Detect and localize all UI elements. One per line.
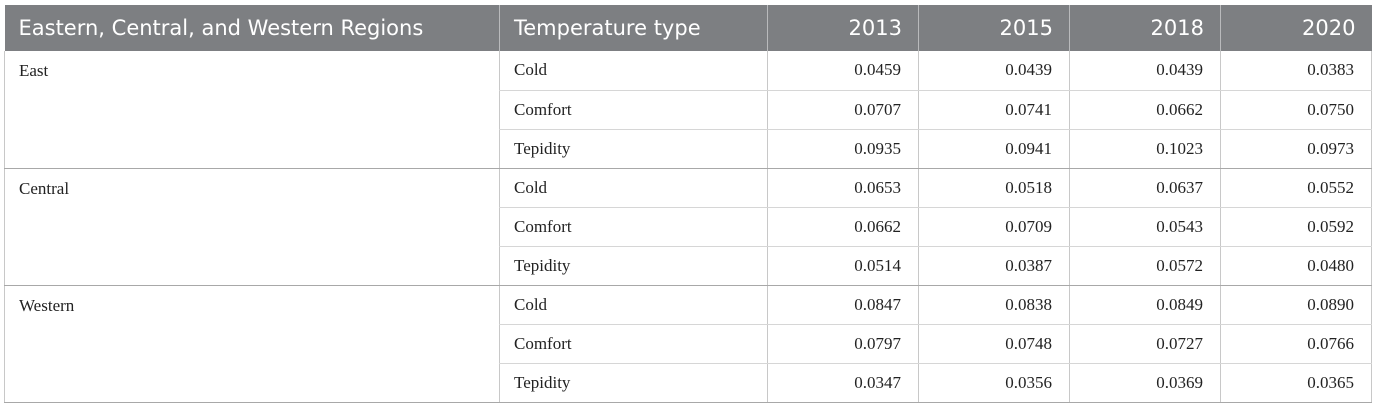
value-cell: 0.0356 <box>918 363 1070 403</box>
type-cell: Comfort <box>499 90 768 130</box>
value-cell: 0.0662 <box>767 207 919 247</box>
table-row: Tepidity 0.0935 0.0941 0.1023 0.0973 <box>5 129 1372 169</box>
table-row: East Cold 0.0459 0.0439 0.0439 0.0383 <box>4 51 1372 169</box>
data-table: Eastern, Central, and Western Regions Te… <box>4 5 1372 403</box>
value-cell: 0.0637 <box>1069 168 1221 208</box>
value-cell: 0.0741 <box>918 90 1070 130</box>
table-row: Tepidity 0.0347 0.0356 0.0369 0.0365 <box>5 363 1372 403</box>
value-cell: 0.0459 <box>767 51 919 91</box>
value-cell: 0.0849 <box>1069 285 1221 325</box>
table-row: Western Cold 0.0847 0.0838 0.0849 0.0890 <box>4 285 1372 403</box>
value-cell: 0.0653 <box>767 168 919 208</box>
type-cell: Comfort <box>499 207 768 247</box>
header-year-2018: 2018 <box>1069 5 1221 51</box>
type-cell: Comfort <box>499 324 768 364</box>
value-cell: 0.0572 <box>1069 246 1221 286</box>
value-cell: 0.0439 <box>918 51 1070 91</box>
value-cell: 0.0518 <box>918 168 1070 208</box>
value-cell: 0.0766 <box>1220 324 1372 364</box>
value-cell: 0.0662 <box>1069 90 1221 130</box>
value-cell: 0.0750 <box>1220 90 1372 130</box>
value-cell: 0.0973 <box>1220 129 1372 169</box>
value-cell: 0.0514 <box>767 246 919 286</box>
type-cell: Cold <box>499 285 768 325</box>
value-cell: 0.0838 <box>918 285 1070 325</box>
value-cell: 0.1023 <box>1069 129 1221 169</box>
table-row: Tepidity 0.0514 0.0387 0.0572 0.0480 <box>5 246 1372 286</box>
value-cell: 0.0709 <box>918 207 1070 247</box>
type-cell: Tepidity <box>499 246 768 286</box>
header-row: Eastern, Central, and Western Regions Te… <box>4 5 1372 51</box>
value-cell: 0.0369 <box>1069 363 1221 403</box>
value-cell: 0.0935 <box>767 129 919 169</box>
region-cell-east: East <box>4 51 500 169</box>
value-cell: 0.0543 <box>1069 207 1221 247</box>
value-cell: 0.0387 <box>918 246 1070 286</box>
header-year-2015: 2015 <box>918 5 1070 51</box>
value-cell: 0.0727 <box>1069 324 1221 364</box>
table-row: Comfort 0.0707 0.0741 0.0662 0.0750 <box>5 90 1372 130</box>
region-cell-western: Western <box>4 285 500 403</box>
value-cell: 0.0707 <box>767 90 919 130</box>
header-temperature-type: Temperature type <box>499 5 768 51</box>
value-cell: 0.0847 <box>767 285 919 325</box>
value-cell: 0.0592 <box>1220 207 1372 247</box>
header-year-2013: 2013 <box>767 5 919 51</box>
header-region: Eastern, Central, and Western Regions <box>4 5 500 51</box>
value-cell: 0.0480 <box>1220 246 1372 286</box>
value-cell: 0.0365 <box>1220 363 1372 403</box>
value-cell: 0.0890 <box>1220 285 1372 325</box>
table-row: Central Cold 0.0653 0.0518 0.0637 0.0552 <box>4 168 1372 286</box>
table-row: Comfort 0.0797 0.0748 0.0727 0.0766 <box>5 324 1372 364</box>
type-cell: Cold <box>499 51 768 91</box>
region-cell-central: Central <box>4 168 500 286</box>
value-cell: 0.0552 <box>1220 168 1372 208</box>
value-cell: 0.0439 <box>1069 51 1221 91</box>
type-cell: Tepidity <box>499 129 768 169</box>
value-cell: 0.0941 <box>918 129 1070 169</box>
type-cell: Cold <box>499 168 768 208</box>
value-cell: 0.0383 <box>1220 51 1372 91</box>
value-cell: 0.0797 <box>767 324 919 364</box>
header-year-2020: 2020 <box>1220 5 1372 51</box>
table-row: Comfort 0.0662 0.0709 0.0543 0.0592 <box>5 207 1372 247</box>
type-cell: Tepidity <box>499 363 768 403</box>
value-cell: 0.0347 <box>767 363 919 403</box>
value-cell: 0.0748 <box>918 324 1070 364</box>
